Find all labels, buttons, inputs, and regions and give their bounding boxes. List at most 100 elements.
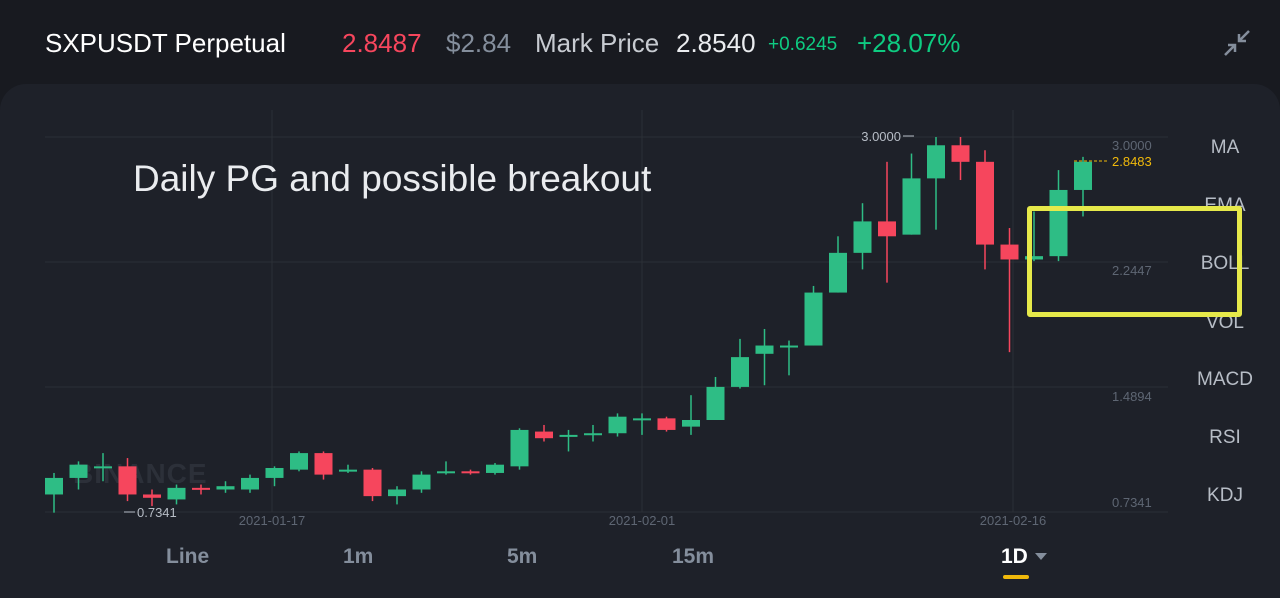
candle xyxy=(706,376,725,421)
candle xyxy=(584,424,602,442)
candle xyxy=(192,484,210,495)
y-tick-label: 1.4894 xyxy=(1112,389,1152,404)
candle-body xyxy=(486,464,504,473)
candle xyxy=(412,471,431,493)
timeframe-1m[interactable]: 1m xyxy=(343,545,374,568)
y-tick-label: 0.7341 xyxy=(1112,495,1152,510)
candle-body xyxy=(535,431,553,439)
candle xyxy=(241,474,259,493)
candle-body xyxy=(388,489,406,497)
candle-body xyxy=(584,433,602,436)
candle xyxy=(829,236,847,293)
candle-body xyxy=(290,453,308,470)
candle xyxy=(1000,228,1019,353)
mark-price-value: 2.8540 xyxy=(676,28,756,58)
candle-body xyxy=(265,467,284,478)
candle-body xyxy=(682,420,700,427)
candle xyxy=(510,428,529,470)
candle xyxy=(755,328,774,386)
timeframe-line[interactable]: Line xyxy=(166,545,210,568)
symbol-title[interactable]: SXPUSDT Perpetual xyxy=(45,28,286,58)
candle-body xyxy=(804,292,823,346)
candle xyxy=(633,413,651,435)
candle xyxy=(118,458,137,502)
low-marker: 0.7341 xyxy=(124,505,177,520)
candle-body xyxy=(731,357,749,387)
candle-body xyxy=(510,429,529,467)
y-axis-labels: 3.0000 2.2447 1.4894 0.7341 xyxy=(1112,138,1152,510)
y-tick-label: 3.0000 xyxy=(1112,138,1152,153)
candle-body xyxy=(461,471,480,474)
candle xyxy=(976,150,994,270)
indicator-rsi[interactable]: RSI xyxy=(1209,427,1241,448)
candle xyxy=(657,416,676,432)
candle-body xyxy=(167,487,186,500)
x-tick-label: 2021-01-17 xyxy=(239,513,306,528)
candle xyxy=(951,137,970,181)
candle xyxy=(461,469,480,475)
candle-body xyxy=(657,418,676,430)
ticker-header: SXPUSDT Perpetual 2.8487 $2.84 Mark Pric… xyxy=(0,0,1280,86)
candle xyxy=(853,203,872,270)
candle xyxy=(143,489,161,507)
candle-body xyxy=(755,345,774,354)
y-tick-label: 2.2447 xyxy=(1112,263,1152,278)
candle-body xyxy=(216,486,235,490)
candle xyxy=(804,285,823,346)
candle-body xyxy=(1049,189,1068,257)
candle-body xyxy=(706,386,725,421)
chevron-down-icon[interactable] xyxy=(1035,553,1047,560)
candle-body xyxy=(339,469,357,472)
candle-body xyxy=(878,221,896,237)
candle-body xyxy=(412,474,431,490)
candle xyxy=(1025,211,1043,262)
candle-body xyxy=(45,477,63,495)
timeframe-5m[interactable]: 5m xyxy=(507,545,538,568)
candle-body xyxy=(1074,161,1092,190)
candle-body xyxy=(363,469,382,497)
indicator-kdj[interactable]: KDJ xyxy=(1207,485,1243,506)
candle-body xyxy=(927,145,945,179)
candle xyxy=(559,429,578,452)
candle-body xyxy=(633,418,651,421)
collapse-icon[interactable] xyxy=(1222,28,1252,58)
candle-body xyxy=(951,145,970,162)
current-price-label: 2.8483 xyxy=(1112,154,1152,169)
active-timeframe-indicator xyxy=(1003,575,1029,579)
candle xyxy=(69,461,88,490)
x-tick-label: 2021-02-01 xyxy=(609,513,676,528)
current-price-marker: 2.8483 xyxy=(1074,154,1152,169)
candle xyxy=(1049,170,1068,262)
candle xyxy=(902,153,921,235)
candle xyxy=(314,451,333,480)
candle-body xyxy=(241,477,259,490)
indicator-ema[interactable]: EMA xyxy=(1204,195,1246,216)
timeframe-15m[interactable]: 15m xyxy=(672,545,715,568)
indicator-ma[interactable]: MA xyxy=(1210,137,1240,158)
candle-body xyxy=(1025,256,1043,260)
candle xyxy=(94,453,112,482)
change-absolute: +0.6245 xyxy=(768,34,838,55)
indicator-macd[interactable]: MACD xyxy=(1197,369,1253,390)
candle xyxy=(878,161,896,283)
candle xyxy=(45,472,63,513)
candle xyxy=(682,395,700,435)
candle xyxy=(731,338,749,389)
indicator-vol[interactable]: VOL xyxy=(1205,312,1245,333)
candle xyxy=(363,467,382,502)
candle-body xyxy=(69,464,88,478)
candle-body xyxy=(118,466,137,495)
usd-price: $2.84 xyxy=(446,28,512,58)
watermark-logo: BINANCE xyxy=(73,458,208,489)
candle xyxy=(1074,156,1092,217)
timeframe-1d[interactable]: 1D xyxy=(1001,545,1028,568)
candle xyxy=(167,484,186,505)
high-marker: 3.0000 xyxy=(861,129,914,144)
candle-body xyxy=(559,434,578,437)
candle-body xyxy=(437,471,455,474)
indicator-boll[interactable]: BOLL xyxy=(1200,253,1250,274)
candle xyxy=(216,481,235,493)
candle-body xyxy=(1000,244,1019,260)
low-label: 0.7341 xyxy=(137,505,177,520)
